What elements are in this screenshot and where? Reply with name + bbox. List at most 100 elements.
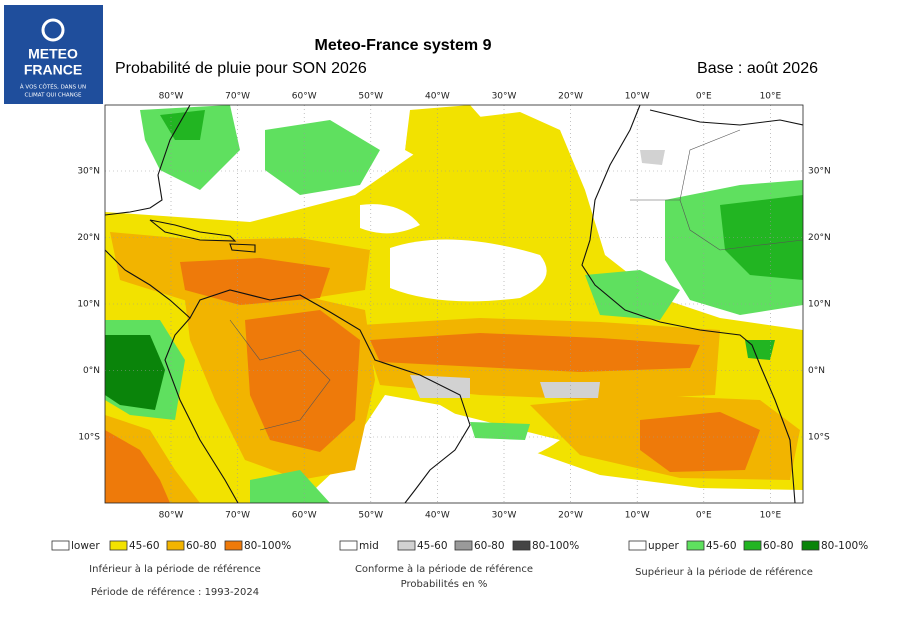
lon-label: 70°W xyxy=(225,511,250,521)
dark-orange-area xyxy=(245,310,360,452)
legend-note: Probabilités en % xyxy=(401,578,488,590)
lat-label: 20°N xyxy=(77,233,100,243)
lat-label: 30°N xyxy=(77,167,100,177)
legend-note: Supérieur à la période de référence xyxy=(635,566,813,578)
logo-text: METEO xyxy=(28,46,78,62)
logo: METEO FRANCE À VOS CÔTÉS, DANS UN CLIMAT… xyxy=(4,5,103,104)
legend-swatch xyxy=(686,540,705,551)
legend-swatch xyxy=(801,540,820,551)
title: Meteo-France system 9 xyxy=(315,37,492,54)
coastline xyxy=(649,109,803,126)
legend-label: upper xyxy=(648,540,679,552)
grey-area xyxy=(540,382,600,398)
dark-orange-area xyxy=(640,412,760,472)
lon-label: 0°E xyxy=(696,511,712,521)
coastline xyxy=(581,105,796,503)
legend-swatch xyxy=(512,540,531,551)
green-areas xyxy=(105,105,803,503)
white-area xyxy=(560,105,803,250)
island xyxy=(229,243,256,253)
legend-label: 80-100% xyxy=(532,540,579,552)
lon-label: 10°W xyxy=(625,92,650,102)
lon-label: 0°E xyxy=(696,92,712,102)
lat-label: 10°N xyxy=(808,300,831,310)
grey-area xyxy=(410,375,470,398)
borders xyxy=(229,129,803,431)
lon-label: 30°W xyxy=(492,511,517,521)
legend-swatch xyxy=(339,540,358,551)
legend-note: Inférieur à la période de référence xyxy=(89,563,261,575)
island xyxy=(149,219,237,242)
lon-label: 30°W xyxy=(492,92,517,102)
lon-label: 20°W xyxy=(558,92,583,102)
coastline xyxy=(164,317,239,503)
legend-note: Période de référence : 1993-2024 xyxy=(91,586,259,598)
coastline xyxy=(105,105,191,216)
logo-tagline: À VOS CÔTÉS, DANS UN xyxy=(20,83,86,91)
green-area xyxy=(265,120,380,195)
legend-label: mid xyxy=(359,540,379,552)
map xyxy=(105,105,803,503)
legend-label: 60-80 xyxy=(763,540,794,552)
border xyxy=(229,319,331,431)
base-date: Base : août 2026 xyxy=(697,60,818,77)
legend-label: 80-100% xyxy=(244,540,291,552)
legend-note: Conforme à la période de référence xyxy=(355,563,533,575)
logo-text: FRANCE xyxy=(24,62,82,78)
dark-orange-area xyxy=(370,333,700,372)
lat-label: 0°N xyxy=(808,366,825,376)
green-area xyxy=(105,335,165,410)
graticule xyxy=(105,105,803,503)
green-area xyxy=(470,422,530,440)
green-area xyxy=(250,470,330,503)
lon-label: 40°W xyxy=(425,511,450,521)
logo-icon xyxy=(41,18,65,42)
legend-label: 80-100% xyxy=(821,540,868,552)
legend-swatch xyxy=(397,540,416,551)
legend-label: 60-80 xyxy=(474,540,505,552)
lon-label: 10°W xyxy=(625,511,650,521)
lat-label: 10°S xyxy=(808,433,830,443)
lat-label: 30°N xyxy=(808,167,831,177)
legend: lower 45-60 60-80 80-100% Inférieur à la pér… xyxy=(51,540,868,598)
lon-label: 70°W xyxy=(225,92,250,102)
legend-label: 60-80 xyxy=(186,540,217,552)
dark-orange-area xyxy=(105,430,170,503)
legend-swatch xyxy=(51,540,70,551)
legend-swatch xyxy=(628,540,647,551)
lat-label: 0°N xyxy=(83,366,100,376)
coastlines xyxy=(105,105,803,503)
map-frame xyxy=(104,104,804,504)
lon-label: 20°W xyxy=(558,511,583,521)
lon-label: 10°E xyxy=(760,92,782,102)
grey-area xyxy=(640,150,665,165)
lon-label: 50°W xyxy=(358,92,383,102)
white-area xyxy=(360,204,420,234)
dark-orange-area xyxy=(180,258,330,305)
lon-label: 80°W xyxy=(159,92,184,102)
lat-label: 20°N xyxy=(808,233,831,243)
green-area xyxy=(585,270,680,320)
coastline xyxy=(105,249,471,503)
lon-label: 60°W xyxy=(292,511,317,521)
lon-label: 40°W xyxy=(425,92,450,102)
border xyxy=(679,129,741,201)
legend-swatch xyxy=(166,540,185,551)
legend-swatch xyxy=(224,540,243,551)
legend-swatch xyxy=(109,540,128,551)
green-area xyxy=(140,105,240,190)
lat-label: 10°N xyxy=(77,300,100,310)
legend-label: 45-60 xyxy=(706,540,737,552)
yellow-area xyxy=(405,105,510,175)
lon-label: 60°W xyxy=(292,92,317,102)
legend-label: 45-60 xyxy=(129,540,160,552)
white-area xyxy=(390,239,547,302)
subtitle: Probabilité de pluie pour SON 2026 xyxy=(115,60,367,77)
lon-label: 10°E xyxy=(760,511,782,521)
legend-swatch xyxy=(454,540,473,551)
legend-label: lower xyxy=(71,540,100,552)
dark-orange-areas xyxy=(105,258,760,503)
lon-label: 80°W xyxy=(159,511,184,521)
legend-label: 45-60 xyxy=(417,540,448,552)
